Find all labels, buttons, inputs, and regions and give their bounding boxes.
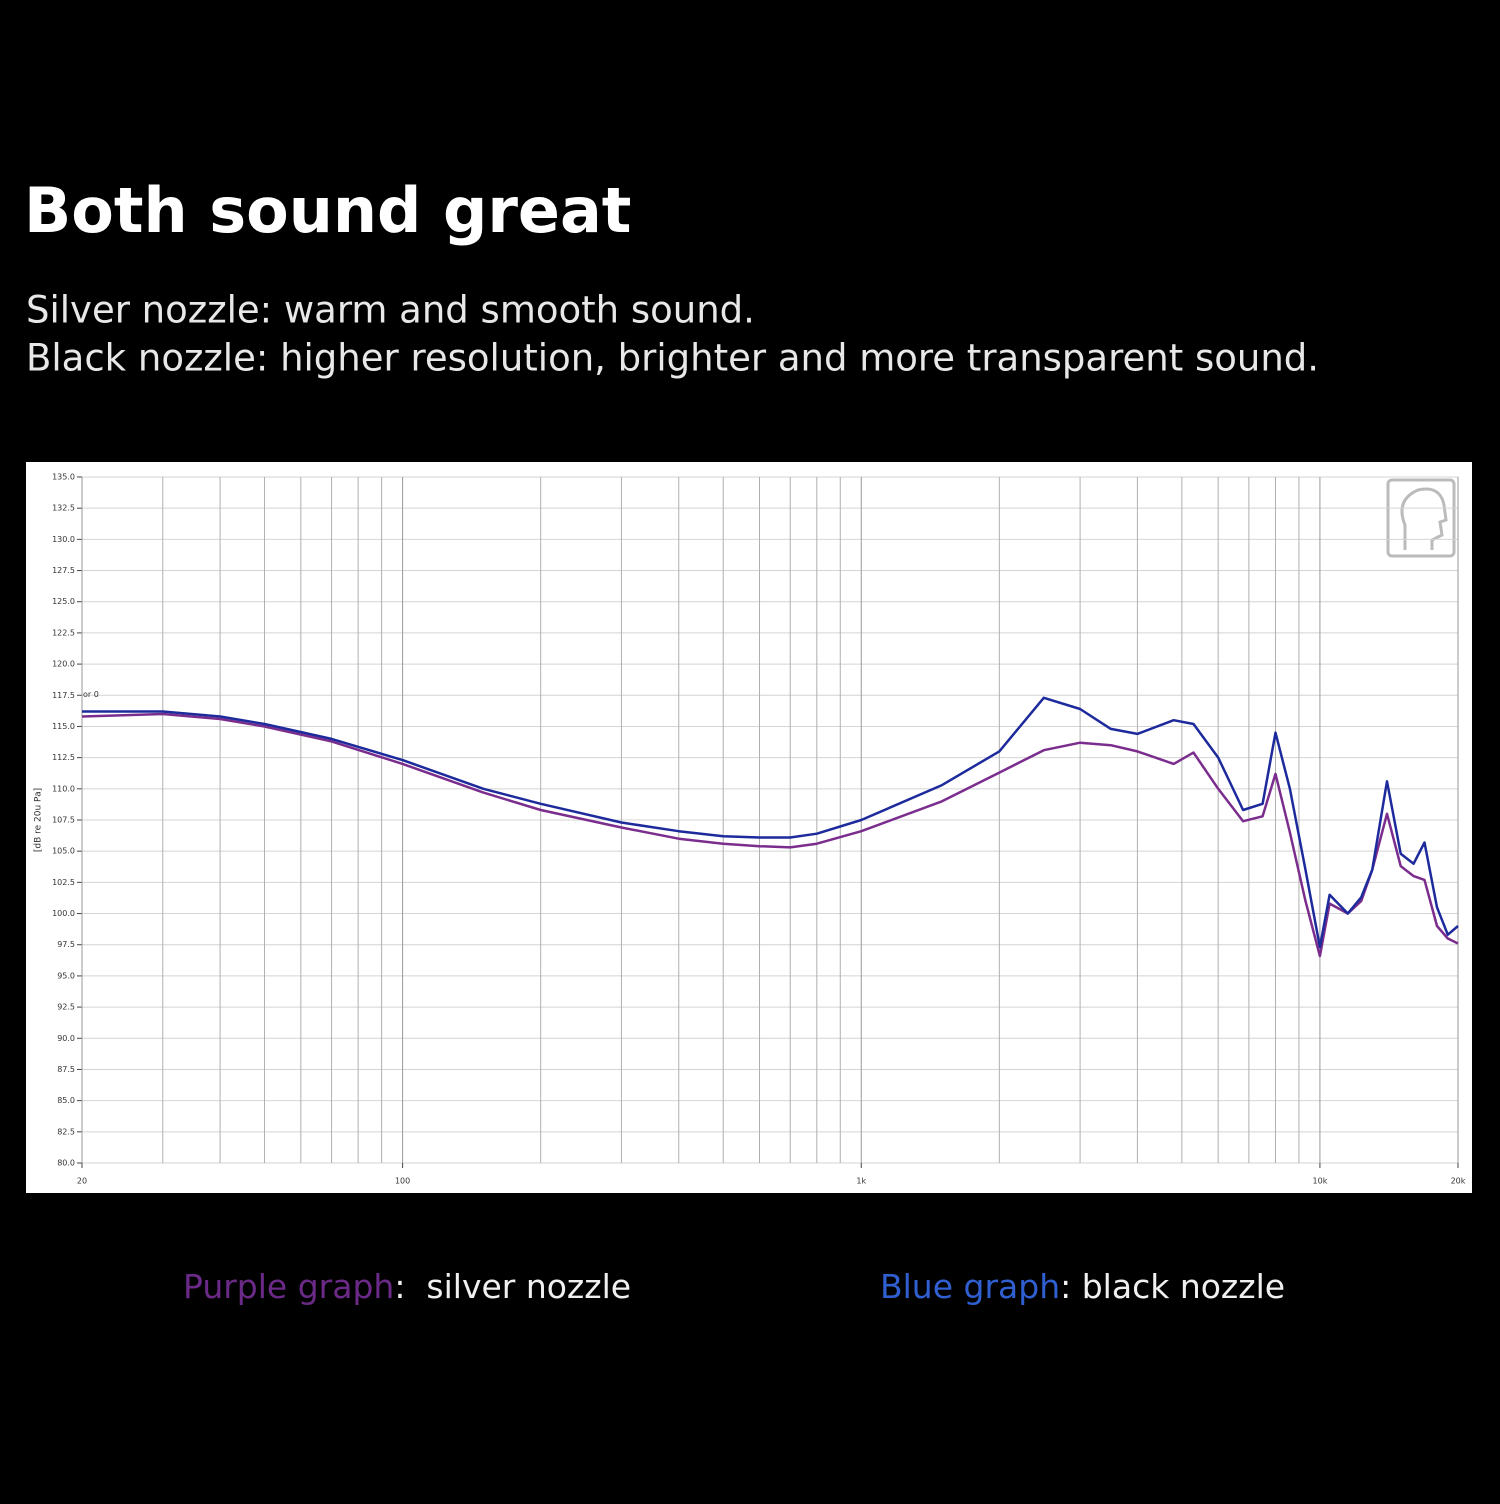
y-tick-label: 110.0	[52, 784, 75, 793]
y-tick-label: 117.5	[52, 691, 75, 700]
x-tick-label: 100	[395, 1177, 410, 1186]
legend-description: : silver nozzle	[394, 1267, 631, 1306]
y-tick-label: 130.0	[52, 535, 75, 544]
legend-name: Purple graph	[183, 1267, 394, 1306]
annotation: or 0	[83, 690, 99, 699]
y-tick-label: 132.5	[52, 504, 75, 513]
y-axis-label: [dB re 20u Pa]	[34, 788, 44, 852]
y-tick-label: 100.0	[52, 909, 75, 918]
legend-name: Blue graph	[880, 1267, 1060, 1306]
subtitle: Silver nozzle: warm and smooth sound.	[26, 289, 755, 332]
y-tick-label: 122.5	[52, 628, 75, 637]
y-tick-label: 125.0	[52, 597, 75, 606]
series-line	[82, 696, 1459, 949]
legend: Purple graph: silver nozzle Blue graph: b…	[183, 1267, 1285, 1306]
y-tick-label: 120.0	[52, 660, 75, 669]
y-tick-label: 105.0	[52, 847, 75, 856]
y-tick-label: 87.5	[57, 1065, 75, 1074]
y-tick-label: 97.5	[57, 940, 75, 949]
x-tick-label: 20	[77, 1177, 87, 1186]
y-tick-label: 95.0	[57, 971, 75, 980]
legend-entry: Purple graph: silver nozzle	[183, 1267, 631, 1306]
legend-description: : black nozzle	[1060, 1267, 1285, 1306]
series-line	[81, 712, 1459, 958]
x-tick-label: 10k	[1313, 1177, 1328, 1186]
y-tick-label: 135.0	[52, 473, 75, 482]
y-tick-label: 115.0	[52, 722, 75, 731]
y-tick-label: 107.5	[52, 816, 75, 825]
y-tick-label: 90.0	[57, 1034, 75, 1043]
y-tick-label: 80.0	[57, 1159, 75, 1168]
y-tick-label: 102.5	[52, 878, 75, 887]
y-tick-label: 127.5	[52, 566, 75, 575]
chart-title: Both sound great	[24, 174, 631, 247]
y-tick-label: 82.5	[57, 1127, 75, 1136]
legend-entry: Blue graph: black nozzle	[880, 1267, 1285, 1306]
logo	[1386, 478, 1456, 558]
y-tick-label: 112.5	[52, 753, 75, 762]
x-tick-label: 20k	[1451, 1177, 1466, 1186]
y-tick-label: 85.0	[57, 1096, 75, 1105]
subtitle: Black nozzle: higher resolution, brighte…	[26, 337, 1319, 380]
y-tick-label: 92.5	[57, 1003, 75, 1012]
x-tick-label: 1k	[856, 1177, 866, 1186]
